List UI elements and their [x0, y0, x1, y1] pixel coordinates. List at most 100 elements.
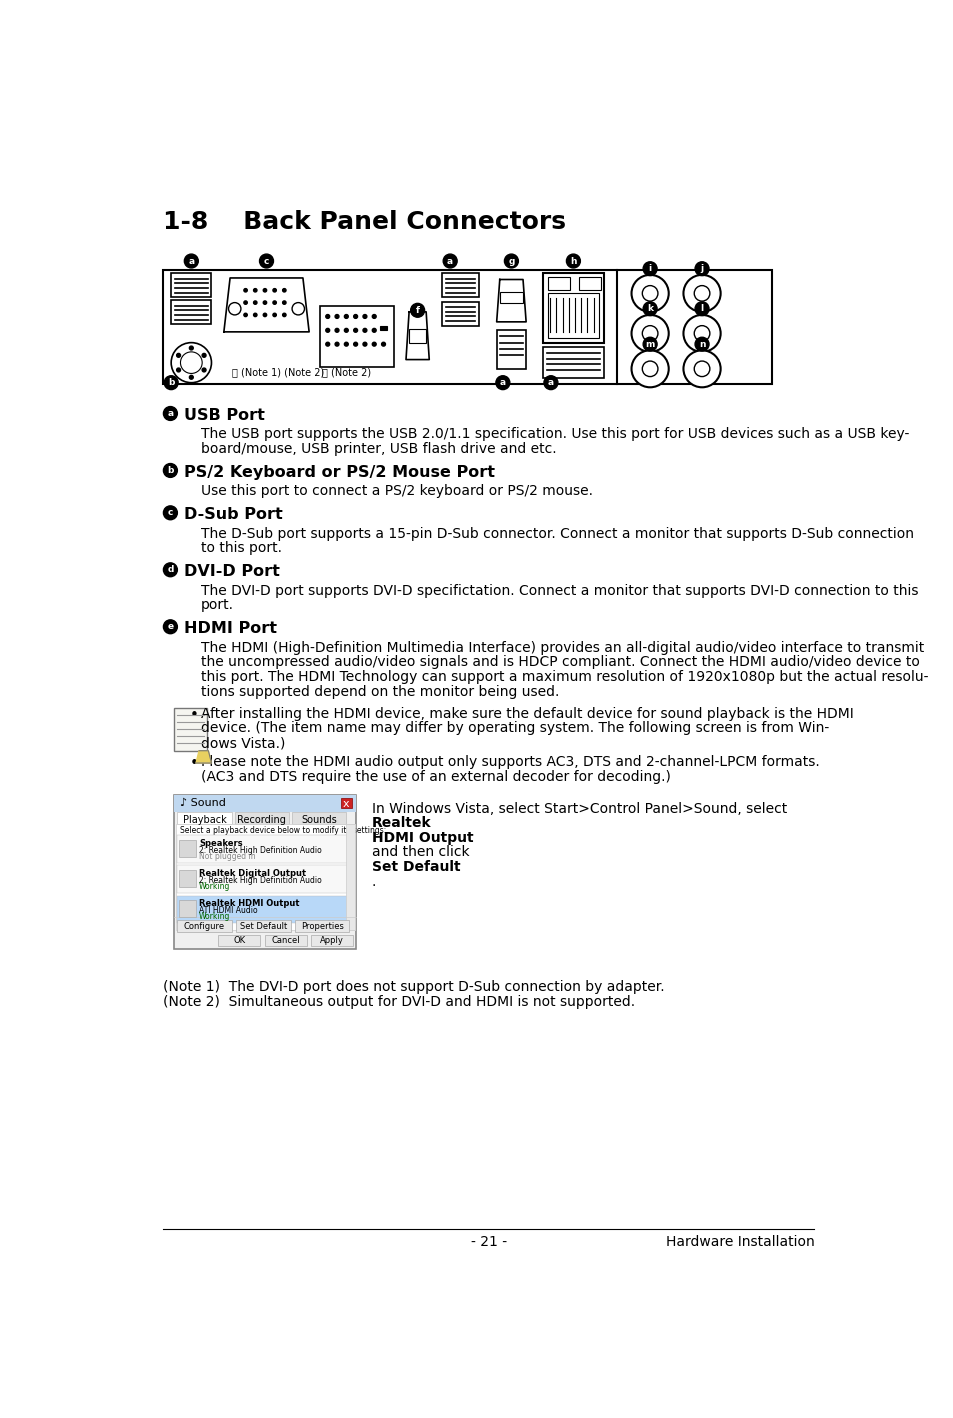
Text: ⓔ (Note 2): ⓔ (Note 2) [321, 367, 371, 377]
FancyBboxPatch shape [171, 274, 212, 298]
Text: ATI HDMI Audio: ATI HDMI Audio [199, 906, 257, 915]
Circle shape [244, 301, 247, 305]
Text: board/mouse, USB printer, USB flash drive and etc.: board/mouse, USB printer, USB flash driv… [200, 442, 556, 457]
FancyBboxPatch shape [345, 824, 355, 930]
Circle shape [163, 620, 177, 634]
FancyBboxPatch shape [177, 865, 352, 893]
Text: the uncompressed audio/video signals and is HDCP compliant. Connect the HDMI aud: the uncompressed audio/video signals and… [200, 655, 919, 669]
Text: d: d [167, 566, 173, 574]
FancyBboxPatch shape [179, 871, 195, 888]
Text: Apply: Apply [320, 936, 344, 946]
Circle shape [163, 407, 177, 420]
FancyBboxPatch shape [177, 896, 352, 923]
Circle shape [682, 350, 720, 387]
Circle shape [282, 289, 286, 292]
Text: 2: Realtek High Definition Audio: 2: Realtek High Definition Audio [199, 876, 321, 885]
Text: f: f [416, 306, 419, 315]
Text: ⓓ (Note 1) (Note 2): ⓓ (Note 1) (Note 2) [232, 367, 323, 377]
Text: port.: port. [200, 598, 233, 613]
Text: In Windows Vista, select Start>Control Panel>Sound, select: In Windows Vista, select Start>Control P… [372, 801, 791, 815]
Circle shape [344, 315, 348, 319]
Circle shape [163, 464, 177, 478]
Circle shape [695, 302, 708, 316]
Circle shape [362, 342, 367, 346]
Text: ♪ Sound: ♪ Sound [179, 798, 225, 808]
Circle shape [190, 376, 193, 379]
Text: (Note 2)  Simultaneous output for DVI-D and HDMI is not supported.: (Note 2) Simultaneous output for DVI-D a… [163, 995, 635, 1008]
Text: device. (The item name may differ by operating system. The following screen is f: device. (The item name may differ by ope… [200, 722, 828, 736]
Text: e: e [167, 623, 173, 631]
Circle shape [354, 315, 357, 319]
Circle shape [190, 346, 193, 350]
FancyBboxPatch shape [218, 934, 260, 946]
Circle shape [362, 329, 367, 332]
Text: x: x [343, 800, 349, 810]
Text: 2: Realtek High Definition Audio: 2: Realtek High Definition Audio [199, 847, 321, 855]
Text: a: a [167, 408, 173, 418]
Circle shape [171, 343, 212, 383]
FancyBboxPatch shape [171, 301, 212, 325]
Text: Cancel: Cancel [272, 936, 300, 946]
FancyBboxPatch shape [547, 294, 598, 337]
Circle shape [695, 337, 708, 352]
Circle shape [694, 285, 709, 301]
Circle shape [641, 326, 658, 342]
Text: Realtek HDMI Output: Realtek HDMI Output [199, 899, 299, 909]
Text: Please note the HDMI audio output only supports AC3, DTS and 2-channel-LPCM form: Please note the HDMI audio output only s… [200, 756, 819, 770]
FancyBboxPatch shape [179, 900, 195, 917]
Text: D-Sub Port: D-Sub Port [183, 508, 282, 522]
FancyBboxPatch shape [442, 274, 478, 298]
Polygon shape [406, 312, 429, 360]
FancyBboxPatch shape [294, 920, 349, 932]
FancyBboxPatch shape [497, 330, 525, 369]
Circle shape [292, 302, 304, 315]
Polygon shape [497, 279, 525, 322]
Circle shape [631, 350, 668, 387]
FancyBboxPatch shape [499, 292, 522, 302]
Text: dows Vista.): dows Vista.) [200, 736, 285, 750]
Circle shape [273, 289, 276, 292]
Circle shape [372, 315, 375, 319]
Text: this port. The HDMI Technology can support a maximum resolution of 1920x1080p bu: this port. The HDMI Technology can suppo… [200, 669, 927, 683]
Circle shape [253, 313, 256, 316]
Circle shape [354, 329, 357, 332]
Text: Recording: Recording [237, 815, 286, 825]
Text: a: a [499, 379, 505, 387]
FancyBboxPatch shape [542, 347, 603, 379]
Text: OK: OK [233, 936, 245, 946]
Circle shape [641, 285, 658, 301]
Circle shape [325, 315, 330, 319]
Circle shape [372, 329, 375, 332]
Circle shape [496, 376, 509, 390]
Text: - 21 -: - 21 - [471, 1235, 506, 1249]
FancyBboxPatch shape [236, 920, 291, 932]
Circle shape [642, 337, 657, 352]
Polygon shape [195, 750, 212, 763]
Circle shape [282, 301, 286, 305]
Circle shape [504, 254, 517, 268]
Circle shape [631, 275, 668, 312]
FancyBboxPatch shape [177, 920, 232, 932]
Circle shape [259, 254, 274, 268]
Text: c: c [168, 508, 172, 518]
Text: Set Default: Set Default [239, 922, 287, 930]
Circle shape [381, 342, 385, 346]
Circle shape [229, 302, 241, 315]
Text: The USB port supports the USB 2.0/1.1 specification. Use this port for USB devic: The USB port supports the USB 2.0/1.1 sp… [200, 427, 908, 441]
Text: Configure: Configure [184, 922, 225, 930]
Circle shape [244, 289, 247, 292]
Circle shape [180, 352, 202, 373]
FancyBboxPatch shape [292, 813, 346, 824]
Text: •: • [190, 708, 198, 723]
FancyBboxPatch shape [177, 813, 232, 824]
Text: l: l [700, 305, 703, 313]
Circle shape [184, 254, 198, 268]
FancyBboxPatch shape [177, 835, 352, 864]
Circle shape [263, 313, 267, 316]
FancyBboxPatch shape [174, 795, 356, 950]
Text: USB Port: USB Port [183, 408, 264, 423]
Text: .: . [372, 875, 375, 889]
Circle shape [335, 342, 338, 346]
Circle shape [163, 563, 177, 577]
Text: m: m [645, 340, 654, 349]
